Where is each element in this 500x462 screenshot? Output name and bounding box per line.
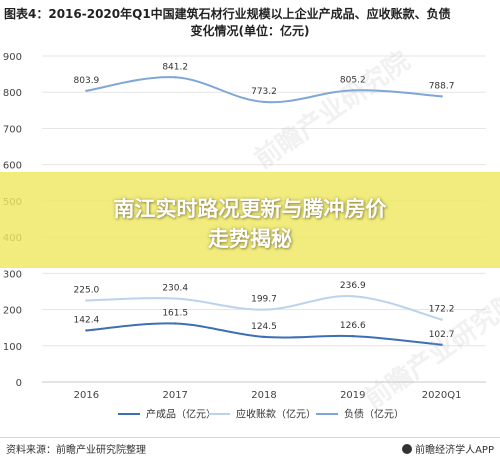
series-1-point-1 [174, 297, 177, 300]
y-tick-label-1: 100 [3, 342, 22, 353]
series-2-point-2 [262, 100, 266, 104]
legend-label-0: 产成品（亿元） [146, 408, 216, 421]
x-tick-label-0: 2016 [74, 390, 99, 401]
footer-source: 资料来源：前瞻产业研究院整理 [6, 445, 146, 456]
footer-brand-label: 前瞻经济学人APP [415, 445, 494, 456]
series-0-data-label-2: 124.5 [251, 322, 277, 332]
series-2-data-label-1: 841.2 [162, 62, 188, 72]
series-0-data-label-0: 142.4 [74, 315, 100, 325]
series-1-data-label-3: 236.9 [340, 281, 366, 291]
series-0-point-0 [85, 329, 88, 332]
series-2-data-label-4: 788.7 [429, 81, 455, 91]
footer-brand: 前瞻经济学人APP [402, 441, 494, 456]
chart-title-line1: 图表4：2016-2020年Q1中国建筑石材行业规模以上企业产成品、应收账款、负… [4, 7, 451, 21]
chart-title-line2: 变化情况(单位：亿元) [190, 24, 310, 38]
series-2-data-label-0: 803.9 [74, 76, 100, 86]
series-2-data-label-3: 805.2 [340, 75, 366, 85]
series-1-data-label-0: 225.0 [74, 286, 100, 296]
series-1-point-2 [262, 308, 266, 311]
x-tick-label-3: 2019 [340, 390, 365, 401]
legend-label-1: 应收账款（亿元） [236, 408, 316, 421]
series-0-point-1 [174, 322, 177, 325]
series-2-data-label-2: 773.2 [251, 87, 277, 97]
footer-divider [0, 437, 500, 438]
y-tick-label-3: 300 [3, 269, 22, 280]
series-1-point-3 [351, 294, 354, 298]
y-tick-label-0: 0 [16, 378, 22, 389]
x-tick-label-1: 2017 [162, 390, 187, 401]
series-0-data-label-1: 161.5 [162, 309, 188, 319]
series-1-point-4 [440, 318, 443, 321]
legend-label-2: 负债（亿元） [344, 408, 404, 421]
series-1-data-label-2: 199.7 [251, 295, 277, 305]
x-tick-label-2: 2018 [251, 390, 276, 401]
y-tick-label-9: 900 [3, 52, 22, 63]
y-tick-label-8: 800 [3, 88, 22, 99]
series-0-point-4 [440, 343, 443, 346]
series-1-point-0 [85, 299, 88, 302]
banner-line1: 南江实时路况更新与腾冲房价 [113, 197, 387, 221]
x-tick-label-4: 2020Q1 [422, 390, 462, 401]
series-2-point-0 [85, 89, 88, 93]
series-1-data-label-1: 230.4 [162, 284, 188, 294]
series-0-point-3 [351, 334, 354, 338]
brand-logo-icon [402, 444, 413, 454]
series-2-point-4 [440, 95, 443, 98]
series-0-data-label-4: 102.7 [429, 330, 455, 340]
overlay-banner [0, 172, 500, 268]
chart-title: 图表4：2016-2020年Q1中国建筑石材行业规模以上企业产成品、应收账款、负… [4, 6, 496, 40]
series-0-point-2 [262, 335, 266, 339]
series-2-point-3 [351, 89, 354, 92]
series-2-point-1 [174, 76, 177, 79]
series-1-data-label-4: 172.2 [429, 305, 455, 315]
y-tick-label-2: 200 [3, 306, 22, 317]
y-tick-label-6: 600 [3, 161, 22, 172]
series-0-data-label-3: 126.6 [340, 321, 366, 331]
banner-line2: 走势揭秘 [208, 227, 292, 251]
overlay-banner-text: 南江实时路况更新与腾冲房价 走势揭秘 [0, 194, 500, 254]
y-tick-label-7: 700 [3, 124, 22, 135]
